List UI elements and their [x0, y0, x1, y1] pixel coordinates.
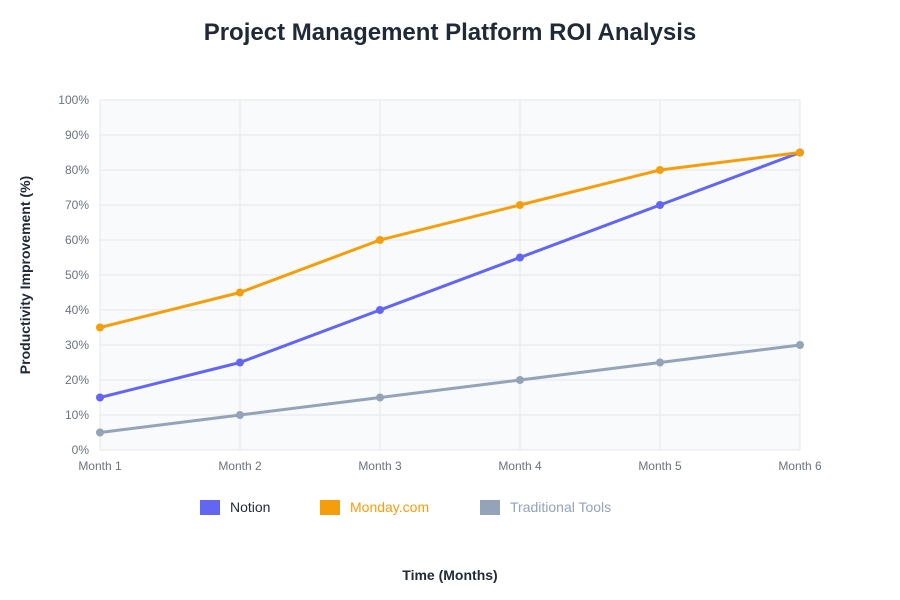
x-tick-label: Month 4	[498, 459, 542, 473]
x-axis-title: Time (Months)	[402, 567, 497, 583]
data-point-monday-com[interactable]	[236, 288, 244, 297]
y-tick-label: 50%	[65, 268, 89, 282]
legend-item-monday-com[interactable]: Monday.com	[320, 499, 429, 515]
data-point-monday-com[interactable]	[796, 148, 804, 157]
data-point-notion[interactable]	[236, 358, 244, 367]
x-tick-label: Month 1	[78, 459, 122, 473]
legend: Notion Monday.com Traditional Tools	[200, 499, 611, 515]
data-point-monday-com[interactable]	[516, 201, 524, 209]
series-line-traditional-tools	[98, 343, 802, 434]
y-tick-label: 20%	[65, 373, 89, 387]
y-tick-label: 100%	[58, 93, 89, 107]
series-monday-com	[96, 148, 804, 332]
data-point-monday-com[interactable]	[96, 323, 104, 332]
data-point-monday-com[interactable]	[656, 166, 664, 174]
y-tick-label: 10%	[65, 408, 89, 422]
data-point-notion[interactable]	[376, 306, 384, 314]
series-lines	[96, 148, 804, 437]
y-axis-ticks: 0% 10% 20% 30% 40% 50% 60% 70% 80% 90% 100%	[58, 93, 89, 457]
data-point-traditional-tools[interactable]	[96, 428, 104, 437]
data-point-notion[interactable]	[516, 253, 524, 262]
data-point-monday-com[interactable]	[376, 236, 384, 244]
y-axis-title: Productivity Improvement (%)	[17, 176, 33, 374]
data-point-traditional-tools[interactable]	[376, 393, 384, 402]
data-point-traditional-tools[interactable]	[656, 358, 664, 367]
y-tick-label: 60%	[65, 233, 89, 247]
chart-title: Project Management Platform ROI Analysis	[204, 19, 697, 46]
y-tick-label: 0%	[72, 443, 90, 457]
series-line-notion	[98, 151, 802, 399]
grid	[99, 99, 801, 451]
x-tick-label: Month 5	[638, 459, 682, 473]
legend-label: Notion	[230, 499, 270, 515]
legend-label: Monday.com	[350, 499, 429, 515]
data-point-traditional-tools[interactable]	[516, 376, 524, 384]
y-tick-label: 70%	[65, 198, 89, 212]
y-tick-label: 90%	[65, 128, 89, 142]
series-line-monday-com	[98, 151, 802, 329]
x-tick-label: Month 6	[778, 459, 822, 473]
x-tick-label: Month 2	[218, 459, 262, 473]
legend-label: Traditional Tools	[510, 499, 611, 515]
legend-swatch	[480, 500, 500, 515]
y-tick-label: 30%	[65, 338, 89, 352]
legend-swatch	[320, 500, 340, 515]
data-point-traditional-tools[interactable]	[236, 411, 244, 419]
series-traditional-tools	[96, 341, 804, 437]
data-point-traditional-tools[interactable]	[796, 341, 804, 349]
y-tick-label: 40%	[65, 303, 89, 317]
legend-item-traditional-tools[interactable]: Traditional Tools	[480, 499, 611, 515]
y-tick-label: 80%	[65, 163, 89, 177]
data-point-notion[interactable]	[96, 393, 104, 402]
x-tick-label: Month 3	[358, 459, 402, 473]
data-point-notion[interactable]	[656, 201, 664, 209]
legend-swatch	[200, 500, 220, 515]
x-axis-ticks: Month 1 Month 2 Month 3 Month 4 Month 5 Month…	[78, 459, 822, 473]
legend-item-notion[interactable]: Notion	[200, 499, 270, 515]
